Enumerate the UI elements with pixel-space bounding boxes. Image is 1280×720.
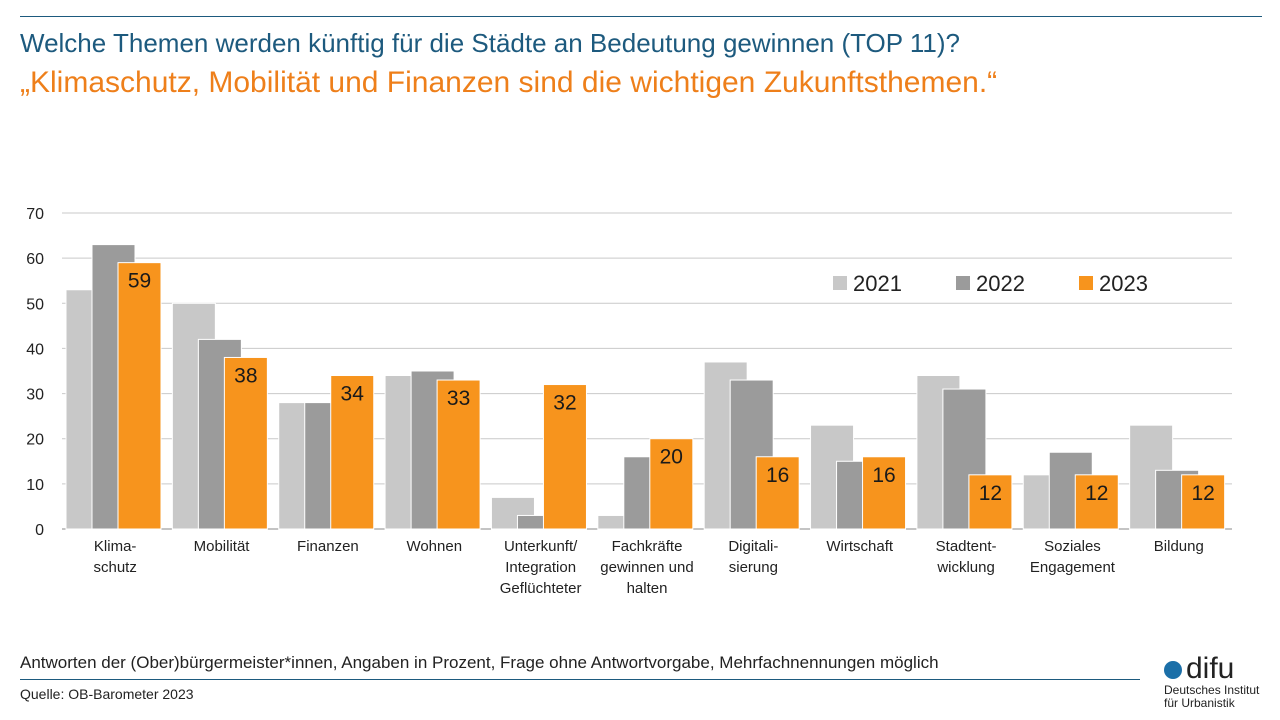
legend-swatch-2021 [833, 276, 847, 290]
bar-2023 [436, 379, 481, 530]
y-tick-label: 60 [26, 251, 44, 268]
bar-2023 [117, 262, 162, 530]
bar-2023 [1074, 474, 1119, 530]
bar-2023 [649, 438, 694, 530]
y-tick-label: 10 [26, 477, 44, 494]
x-tick-label: halten [627, 580, 668, 597]
x-tick-label: Engagement [1030, 559, 1116, 576]
y-tick-label: 30 [26, 387, 44, 404]
x-tick-label: Geflüchteter [500, 580, 582, 597]
data-label: 16 [766, 464, 789, 487]
bar-2023 [330, 375, 375, 530]
logo-wordmark: difu [1186, 652, 1234, 684]
data-label: 12 [979, 482, 1002, 505]
legend-swatch-2023 [1079, 276, 1093, 290]
chart-subtitle: „Klimaschutz, Mobilität und Finanzen sin… [20, 66, 998, 99]
data-label: 38 [234, 364, 257, 387]
bar-2023 [862, 456, 907, 530]
y-tick-label: 40 [26, 341, 44, 358]
x-tick-label: wicklung [936, 559, 995, 576]
legend-label: 2023 [1099, 271, 1148, 296]
x-tick-label: Unterkunft/ [504, 538, 578, 555]
bar-chart: 0 10 20 30 40 50 60 70 59 Klima-schutz 38 Mobilität… [26, 206, 1232, 597]
bar-2023 [968, 474, 1013, 530]
x-tick-label: Mobilität [194, 538, 251, 555]
bar-2023 [755, 456, 800, 530]
y-tick-label: 50 [26, 296, 44, 313]
data-label: 16 [872, 464, 895, 487]
x-tick-label: Wohnen [406, 538, 462, 555]
x-tick-label: Wirtschaft [826, 538, 894, 555]
y-tick-label: 0 [35, 522, 44, 539]
top-rule [20, 16, 1262, 17]
legend-label: 2021 [853, 271, 902, 296]
source-line: Quelle: OB-Barometer 2023 [20, 686, 194, 702]
logo-line-2: für Urbanistik [1164, 696, 1235, 710]
data-label: 32 [553, 392, 576, 415]
data-label: 12 [1191, 482, 1214, 505]
x-tick-label: schutz [94, 559, 137, 576]
bar-2023 [1181, 474, 1226, 530]
bar-2023 [542, 384, 587, 530]
logo-dot [1164, 661, 1182, 679]
data-label: 34 [341, 383, 365, 406]
y-tick-label: 70 [26, 206, 44, 223]
x-tick-label: Bildung [1154, 538, 1204, 555]
x-tick-label: Stadtent- [936, 538, 997, 555]
x-tick-label: gewinnen und [600, 559, 693, 576]
x-tick-label: Integration [505, 559, 576, 576]
logo-line-1: Deutsches Institut [1164, 683, 1260, 697]
x-tick-label: Klima- [94, 538, 137, 555]
legend-label: 2022 [976, 271, 1025, 296]
chart-title: Welche Themen werden künftig für die Stä… [20, 28, 960, 58]
data-label: 20 [660, 446, 683, 469]
data-label: 33 [447, 387, 470, 410]
difu-logo-mark: difu [1164, 652, 1234, 684]
x-tick-label: Digitali- [728, 538, 778, 555]
difu-logo: difu Deutsches Institut für Urbanistik [1152, 646, 1262, 710]
data-label: 12 [1085, 482, 1108, 505]
y-tick-label: 20 [26, 432, 44, 449]
x-tick-label: sierung [729, 559, 778, 576]
legend-swatch-2022 [956, 276, 970, 290]
x-tick-label: Finanzen [297, 538, 359, 555]
x-tick-label: Soziales [1044, 538, 1101, 555]
bar-2023 [223, 356, 268, 530]
data-label: 59 [128, 270, 151, 293]
bottom-rule [20, 679, 1140, 680]
logo-caption: Deutsches Institut für Urbanistik [1164, 684, 1259, 710]
footnote: Antworten der (Ober)bürgermeister*innen,… [20, 653, 939, 672]
x-tick-label: Fachkräfte [612, 538, 683, 555]
